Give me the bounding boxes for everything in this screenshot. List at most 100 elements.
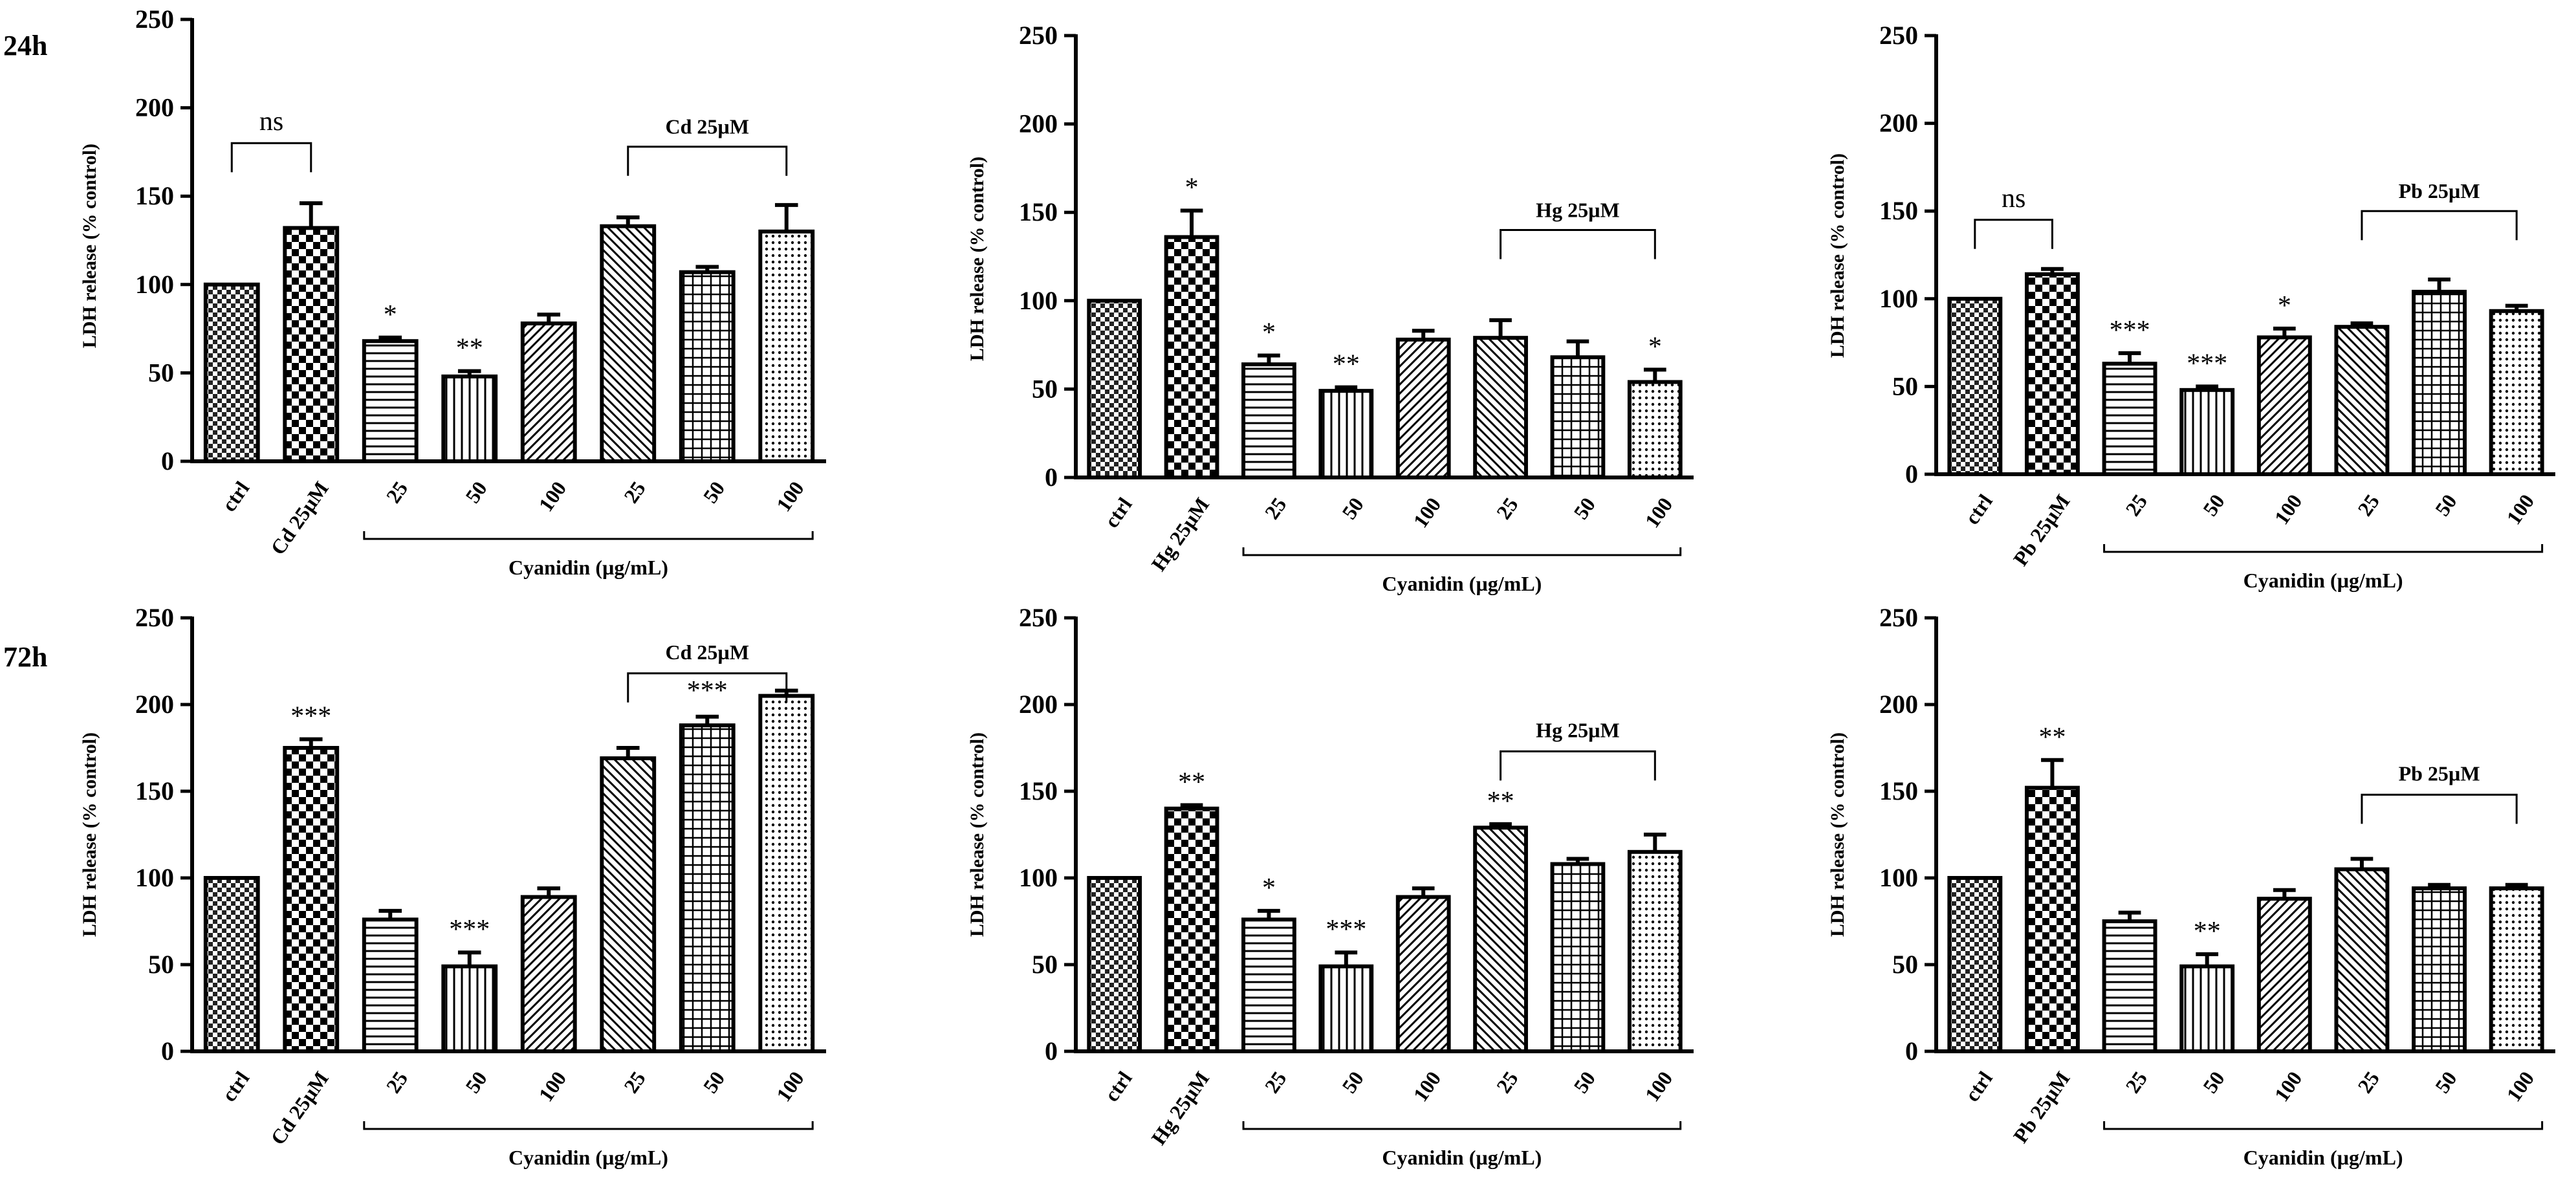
x-axis-label: Cyanidin (µg/mL) [508, 1146, 668, 1169]
y-tick-label: 100 [1879, 284, 1918, 313]
y-tick-label: 50 [1032, 374, 1058, 403]
comparison-bracket [627, 672, 788, 703]
chart-panel-1: 0 50 100 150 200 250 LDH release (% control) ct… [79, 5, 826, 579]
y-axis-label: LDH release (% control) [966, 732, 988, 937]
significance-label: *** [2187, 349, 2227, 378]
chart-panel-3: 0 50 100 150 200 250 LDH release (% control) ct… [1827, 21, 2555, 592]
x-tick-label: 25 [2121, 1067, 2152, 1097]
bar-1 [203, 876, 260, 1053]
group-bracket [2103, 544, 2544, 553]
y-tick-label: 200 [1879, 109, 1918, 138]
y-tick-label: 50 [1892, 950, 1918, 979]
y-tick-label: 0 [1045, 463, 1058, 492]
group-bracket [363, 1121, 814, 1130]
x-tick-label: 50 [2430, 490, 2461, 520]
y-tick-label: 150 [135, 181, 174, 210]
significance-label: ** [456, 334, 483, 364]
significance-label: * [1648, 332, 1662, 362]
row-label-24h: 24h [3, 30, 47, 61]
bar-5 [1395, 337, 1451, 479]
bar-5 [520, 895, 577, 1053]
bar-4 [441, 374, 498, 464]
comparison-bracket [230, 142, 312, 173]
bar-2 [1164, 235, 1219, 479]
y-tick-label: 200 [135, 93, 174, 122]
bar-8 [2489, 309, 2544, 476]
chart-panel-2: 0 50 100 150 200 250 LDH release (% control) ct… [966, 21, 1694, 595]
group-bracket [363, 531, 814, 540]
bar-4 [1318, 964, 1374, 1054]
significance-label: ** [1333, 350, 1360, 380]
comparison-bracket [1500, 229, 1656, 259]
significance-label: *** [1326, 915, 1366, 945]
significance-label: * [1185, 173, 1199, 202]
bar-7 [679, 270, 736, 463]
x-tick-label: 50 [698, 1067, 729, 1097]
significance-label: ** [2038, 723, 2066, 752]
bar-8 [2489, 886, 2544, 1053]
y-tick-label: 50 [148, 950, 174, 979]
y-tick-label: 150 [1019, 197, 1058, 226]
x-tick-label: ctrl [1960, 490, 1997, 529]
bar-2 [1164, 806, 1219, 1054]
bar-3 [1241, 362, 1296, 479]
x-tick-label: Pb 25µM [2009, 1067, 2075, 1147]
significance-label: ** [2194, 917, 2221, 947]
y-tick-label: 150 [1879, 776, 1918, 805]
x-tick-label: 50 [2198, 1067, 2229, 1097]
x-tick-label: 25 [1492, 1067, 1523, 1097]
y-tick-label: 50 [1032, 950, 1058, 979]
y-tick-label: 250 [135, 603, 174, 632]
y-tick-label: 100 [135, 270, 174, 299]
bar-2 [283, 746, 340, 1053]
x-tick-label: 50 [698, 477, 729, 507]
y-axis-label: LDH release (% control) [1827, 732, 1848, 937]
x-tick-label: 25 [1492, 493, 1523, 523]
y-axis-label: LDH release (% control) [79, 732, 100, 937]
significance-label: * [2278, 291, 2291, 321]
bar-7 [679, 723, 736, 1054]
y-axis-label: LDH release (% control) [79, 144, 100, 348]
y-tick-label: 250 [1879, 21, 1918, 50]
y-tick-label: 50 [148, 358, 174, 387]
x-axis-label: Cyanidin (µg/mL) [2243, 569, 2403, 592]
y-tick-label: 0 [1905, 459, 1918, 488]
bar-1 [1087, 298, 1142, 479]
bar-8 [1627, 380, 1683, 479]
x-tick-label: ctrl [217, 477, 254, 516]
bar-6 [2334, 325, 2390, 476]
bar-5 [1395, 895, 1451, 1053]
chart-panel-4: 0 50 100 150 200 250 LDH release (% control) ct… [79, 603, 826, 1169]
x-tick-label: 25 [2353, 1067, 2384, 1097]
x-axis-label: Cyanidin (µg/mL) [508, 556, 668, 579]
significance-label: ** [1487, 787, 1514, 816]
x-tick-label: 100 [772, 477, 809, 516]
bar-5 [2256, 897, 2312, 1054]
row-label-72h: 72h [3, 641, 47, 673]
x-tick-label: ctrl [217, 1067, 254, 1106]
bracket-title: Pb 25µM [2399, 761, 2480, 785]
x-tick-label: 50 [2198, 490, 2229, 520]
significance-label: ** [1178, 767, 1205, 797]
bar-5 [520, 321, 577, 463]
comparison-bracket [627, 146, 788, 176]
bar-3 [2102, 362, 2157, 476]
bar-3 [362, 917, 419, 1053]
x-tick-label: 25 [381, 477, 412, 507]
bar-1 [1947, 876, 2003, 1053]
x-tick-label: 100 [534, 1067, 571, 1106]
bar-7 [2412, 886, 2467, 1053]
bracket-label: *** [687, 676, 728, 706]
comparison-bracket [1974, 219, 2053, 249]
bar-6 [600, 756, 657, 1053]
y-tick-label: 250 [135, 5, 174, 34]
x-tick-label: Hg 25µM [1146, 493, 1214, 575]
x-tick-label: 100 [1640, 1067, 1677, 1106]
y-tick-label: 200 [1879, 690, 1918, 719]
group-bracket [1242, 547, 1682, 556]
x-tick-label: Hg 25µM [1146, 1067, 1214, 1149]
bracket-label: Hg 25µM [1536, 199, 1620, 222]
y-tick-label: 200 [135, 690, 174, 719]
